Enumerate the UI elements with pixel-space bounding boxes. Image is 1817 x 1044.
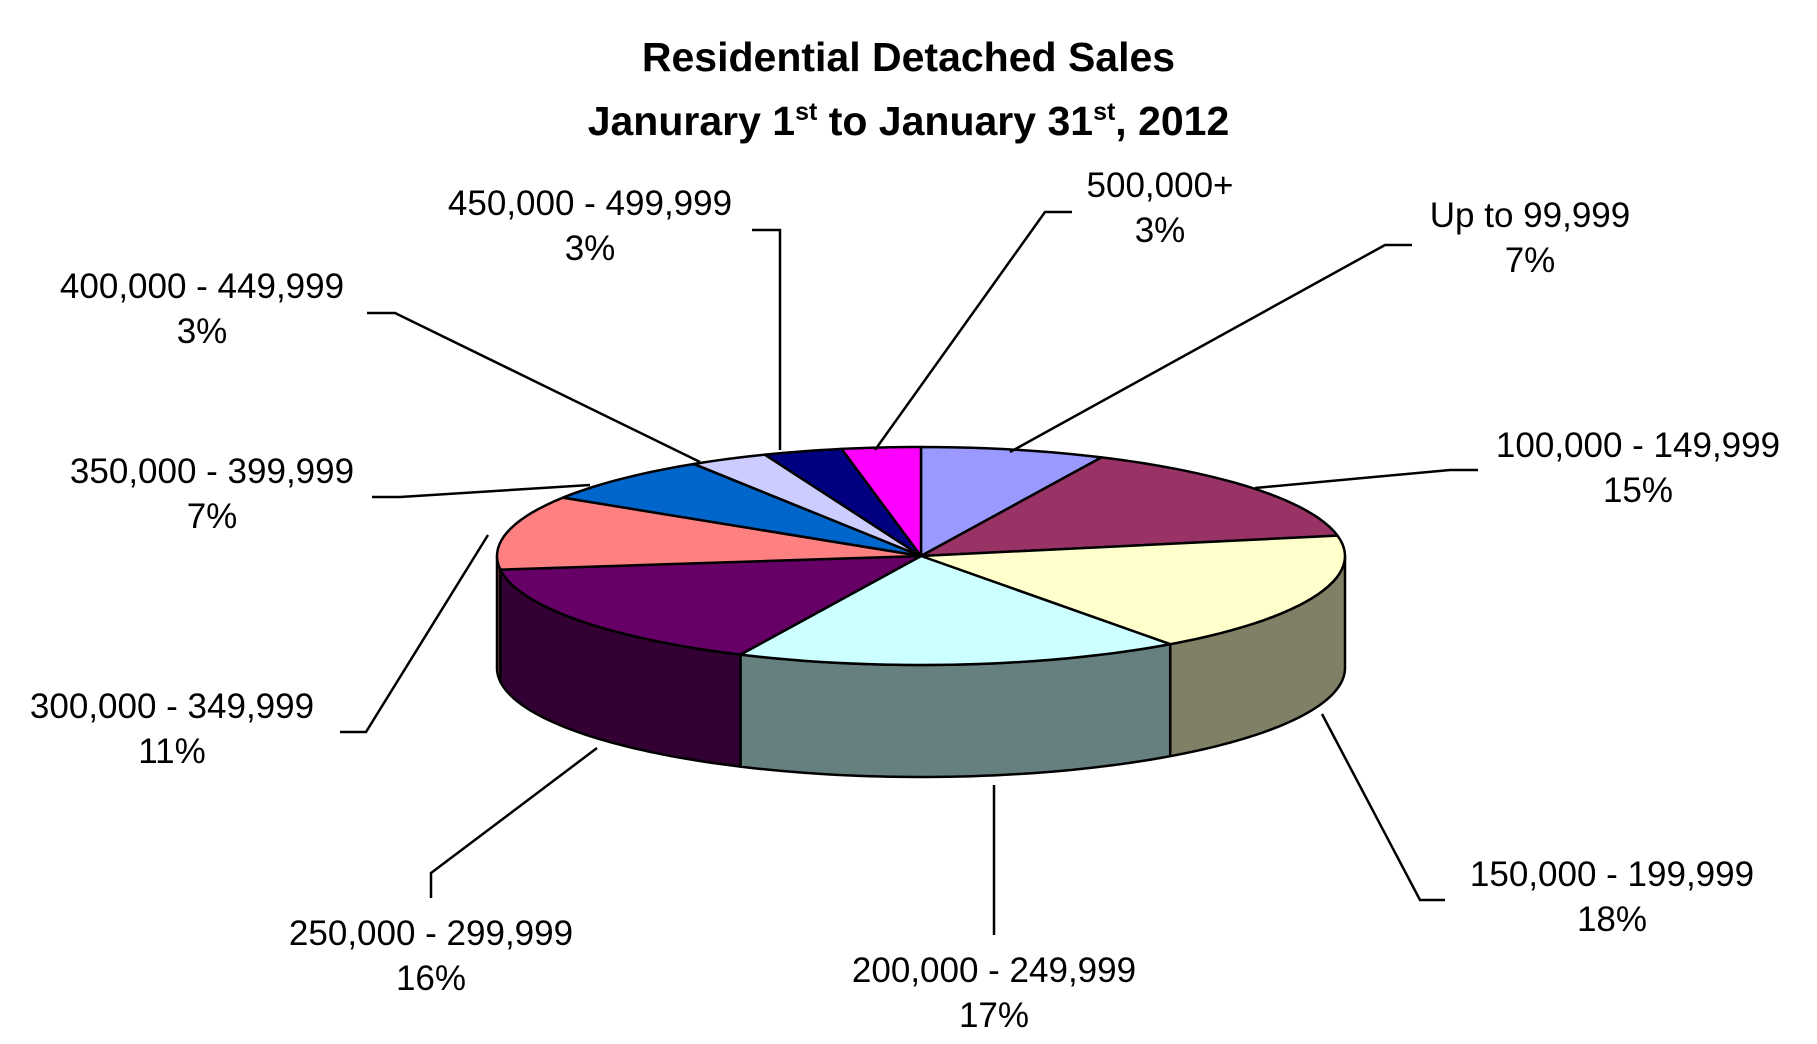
slice-label-9: 450,000 - 499,999 bbox=[448, 184, 732, 223]
slice-label-10: 500,000+ bbox=[1087, 166, 1234, 205]
slice-label-8: 400,000 - 449,999 bbox=[60, 267, 344, 306]
leader-line-1 bbox=[1009, 243, 1412, 454]
leader-line-6 bbox=[340, 534, 490, 734]
title-start: Janurary 1 bbox=[587, 98, 796, 144]
slice-percent-7: 7% bbox=[187, 497, 238, 536]
title-middle: to January 31 bbox=[817, 98, 1094, 144]
leader-line-8 bbox=[367, 311, 701, 464]
leader-line-9 bbox=[752, 228, 782, 450]
chart-title-line-2: Janurary 1st to January 31st, 2012 bbox=[0, 98, 1817, 145]
slice-label-4: 200,000 - 249,999 bbox=[852, 951, 1136, 990]
leader-line-3 bbox=[1320, 713, 1445, 902]
pie-slice-10 bbox=[840, 445, 923, 558]
leader-line-5 bbox=[429, 747, 598, 898]
pie-slice-9 bbox=[763, 447, 923, 558]
title-end: , 2012 bbox=[1115, 98, 1230, 144]
pie-slice-7 bbox=[561, 462, 923, 558]
slice-label-7: 350,000 - 399,999 bbox=[70, 452, 354, 491]
pie-slice-3 bbox=[919, 534, 1347, 646]
leader-line-10 bbox=[873, 210, 1072, 451]
slice-percent-2: 15% bbox=[1603, 471, 1673, 510]
slice-percent-4: 17% bbox=[959, 996, 1029, 1035]
pie-side-6 bbox=[495, 554, 502, 683]
slice-percent-8: 3% bbox=[177, 312, 228, 351]
leader-line-2 bbox=[1254, 468, 1478, 490]
pie-top bbox=[495, 445, 1347, 667]
pie-sides bbox=[495, 554, 1347, 779]
slice-label-5: 250,000 - 299,999 bbox=[289, 914, 573, 953]
slice-label-6: 300,000 - 349,999 bbox=[30, 687, 314, 726]
slice-label-1: Up to 99,999 bbox=[1430, 196, 1630, 235]
leader-line-7 bbox=[372, 483, 591, 499]
pie-slice-2 bbox=[919, 456, 1339, 558]
slice-label-2: 100,000 - 149,999 bbox=[1496, 426, 1780, 465]
slice-percent-10: 3% bbox=[1135, 211, 1186, 250]
slice-percent-1: 7% bbox=[1505, 241, 1556, 280]
pie-slice-6 bbox=[495, 496, 923, 571]
slice-percent-6: 11% bbox=[138, 732, 205, 771]
slice-label-3: 150,000 - 199,999 bbox=[1470, 855, 1754, 894]
pie-slice-4 bbox=[739, 554, 1172, 667]
title-superscript-2: st bbox=[1093, 98, 1116, 126]
slice-percent-3: 18% bbox=[1577, 900, 1647, 939]
chart-title-text: Residential Detached Sales bbox=[641, 34, 1176, 80]
pie-labels: Up to 99,999 7% 100,000 - 149,999 15% 150,00… bbox=[30, 166, 1780, 1035]
pie-slice-5 bbox=[499, 554, 923, 656]
title-superscript-1: st bbox=[795, 98, 818, 126]
chart-title-line-1: Residential Detached Sales bbox=[0, 34, 1817, 81]
slice-percent-5: 16% bbox=[396, 959, 466, 998]
slice-percent-9: 3% bbox=[565, 229, 616, 268]
